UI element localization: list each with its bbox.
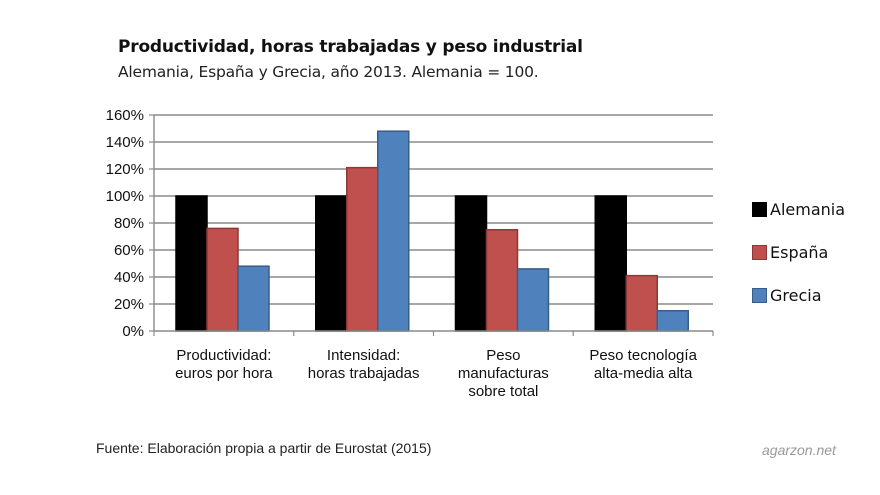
x-category-label: Productividad: euros por hora xyxy=(149,347,299,383)
bar-espaa-3 xyxy=(625,274,658,332)
y-tick-label: 20% xyxy=(114,296,144,313)
y-tick-label: 120% xyxy=(106,161,144,178)
x-category-label-line: horas trabajadas xyxy=(307,365,420,382)
axes xyxy=(153,115,714,336)
y-tick-label: 80% xyxy=(114,215,144,232)
x-category-label-line: Productividad: xyxy=(176,347,272,364)
y-tick-label: 0% xyxy=(122,323,144,340)
x-category-label-line: sobre total xyxy=(468,383,539,400)
x-category-label: Intensidad: horas trabajadas xyxy=(289,347,439,383)
legend-swatch-alemania xyxy=(752,202,767,217)
y-tick-label: 140% xyxy=(106,134,144,151)
legend: Alemania España Grecia xyxy=(752,188,845,317)
bar-alemania-1 xyxy=(315,195,348,332)
x-category-label-line: euros por hora xyxy=(175,365,273,382)
bar-alemania-0 xyxy=(175,195,208,332)
legend-item-grecia: Grecia xyxy=(752,274,845,317)
chart-subtitle: Alemania, España y Grecia, año 2013. Ale… xyxy=(118,63,539,81)
source-note: Fuente: Elaboración propia a partir de E… xyxy=(96,440,432,456)
watermark: agarzon.net xyxy=(762,442,836,458)
y-tick-label: 60% xyxy=(114,242,144,259)
bar-grecia-2 xyxy=(516,268,550,332)
legend-swatch-grecia xyxy=(752,288,767,303)
bar-alemania-2 xyxy=(454,195,488,332)
bar-grecia-1 xyxy=(377,130,410,332)
y-axis-ticks: 0% 20% 40% 60% 80% 100% 120% 140% 160% xyxy=(106,107,154,340)
x-category-label: Peso tecnología alta-media alta xyxy=(568,347,718,383)
x-category-label-line: Peso tecnología xyxy=(589,347,697,364)
x-category-label-line: Peso xyxy=(486,347,521,364)
legend-item-alemania: Alemania xyxy=(752,188,845,231)
bar-espaa-2 xyxy=(485,229,519,332)
legend-item-espana: España xyxy=(752,231,845,274)
x-category-label: Peso manufacturas sobre total xyxy=(428,347,578,401)
bars xyxy=(175,130,689,332)
y-tick-label: 160% xyxy=(106,107,144,124)
y-tick-label: 40% xyxy=(114,269,144,286)
legend-label: Grecia xyxy=(770,286,822,305)
x-category-label-line: manufacturas xyxy=(457,365,549,382)
bar-grecia-3 xyxy=(656,310,689,332)
x-category-label-line: Intensidad: xyxy=(326,347,401,364)
y-tick-label: 100% xyxy=(106,188,144,205)
x-category-label-line: alta-media alta xyxy=(593,365,693,382)
legend-label: Alemania xyxy=(770,200,846,219)
chart-title: Productividad, horas trabajadas y peso i… xyxy=(118,37,583,57)
bar-espaa-0 xyxy=(206,227,239,332)
bar-grecia-0 xyxy=(237,265,270,332)
bar-alemania-3 xyxy=(594,195,627,332)
bar-espaa-1 xyxy=(346,166,379,332)
legend-swatch-espana xyxy=(752,245,767,260)
legend-label: España xyxy=(770,243,829,262)
